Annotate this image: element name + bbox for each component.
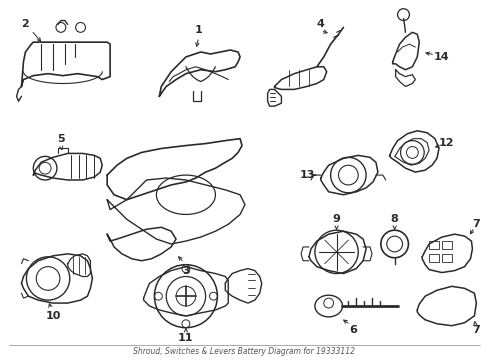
Bar	[428, 254, 438, 262]
Text: 5: 5	[57, 134, 64, 144]
Text: 11: 11	[178, 333, 193, 342]
Bar	[441, 241, 451, 249]
Text: Shroud, Switches & Levers Battery Diagram for 19333112: Shroud, Switches & Levers Battery Diagra…	[133, 347, 354, 356]
Text: 10: 10	[45, 311, 61, 321]
Text: 6: 6	[348, 325, 357, 335]
Text: 4: 4	[316, 19, 324, 30]
Bar	[441, 254, 451, 262]
Text: 2: 2	[21, 19, 29, 30]
Text: 8: 8	[390, 215, 398, 224]
Text: 7: 7	[471, 325, 479, 335]
Text: 1: 1	[194, 25, 202, 35]
Text: 3: 3	[182, 266, 189, 276]
Text: 9: 9	[332, 215, 340, 224]
Text: 7: 7	[471, 219, 479, 229]
Text: 13: 13	[299, 170, 314, 180]
Bar	[428, 241, 438, 249]
Text: 14: 14	[433, 52, 449, 62]
Text: 12: 12	[438, 138, 454, 148]
